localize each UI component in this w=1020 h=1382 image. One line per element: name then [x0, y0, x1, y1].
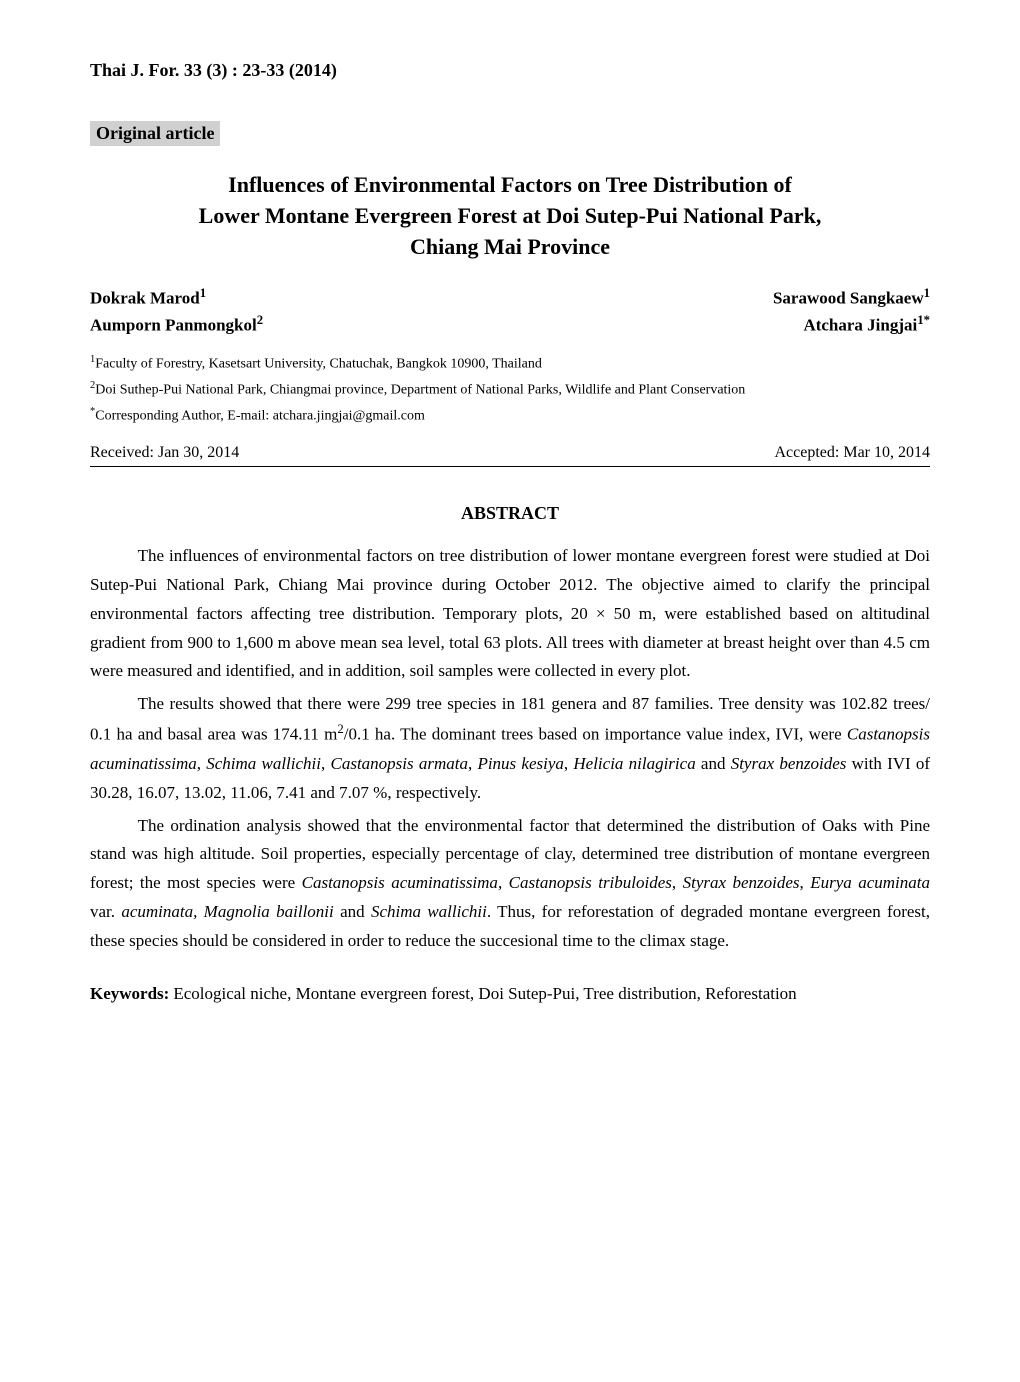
species-name: Castanopsis acuminatissima: [302, 873, 498, 892]
abstract-text: ,: [498, 873, 509, 892]
affil-text: Doi Suthep-Pui National Park, Chiangmai …: [95, 382, 745, 397]
author-name: Sarawood Sangkaew: [773, 289, 924, 308]
species-name: Castanopsis tribuloides: [509, 873, 672, 892]
species-name: Schima wallichii: [206, 754, 321, 773]
species-name: Pinus kesiya: [477, 754, 563, 773]
affiliation-2: 2Doi Suthep-Pui National Park, Chiangmai…: [90, 378, 930, 402]
affil-text: Faculty of Forestry, Kasetsart Universit…: [95, 356, 542, 371]
abstract-text: ,: [800, 873, 811, 892]
species-name: Castanopsis armata: [330, 754, 467, 773]
affiliation-1: 1Faculty of Forestry, Kasetsart Universi…: [90, 352, 930, 376]
abstract-para-3: The ordination analysis showed that the …: [90, 812, 930, 956]
author-right-2: Atchara Jingjai1*: [803, 313, 930, 336]
author-sup: 1: [200, 286, 206, 300]
abstract-para-2: The results showed that there were 299 t…: [90, 690, 930, 807]
author-sup: 1: [924, 286, 930, 300]
corr-text: Corresponding Author, E-mail: atchara.ji…: [95, 408, 425, 423]
author-name: Atchara Jingjai: [803, 316, 917, 335]
journal-citation: Thai J. For. 33 (3) : 23-33 (2014): [90, 60, 930, 81]
corresponding-author: *Corresponding Author, E-mail: atchara.j…: [90, 404, 930, 428]
keywords-text: Ecological niche, Montane evergreen fore…: [173, 980, 796, 1007]
species-name: acuminata, Magnolia baillonii: [121, 902, 333, 921]
abstract-text: var.: [90, 902, 121, 921]
author-sup: 2: [257, 313, 263, 327]
abstract-heading: ABSTRACT: [90, 503, 930, 524]
abstract-text: /0.1 ha. The dominant trees based on imp…: [344, 725, 847, 744]
title-line-3: Chiang Mai Province: [410, 234, 610, 259]
author-sup: 1*: [917, 313, 930, 327]
keywords-label: Keywords:: [90, 980, 169, 1007]
author-left-1: Dokrak Marod1: [90, 286, 206, 309]
species-name: Helicia nilagirica: [573, 754, 695, 773]
received-date: Received: Jan 30, 2014: [90, 444, 239, 462]
abstract-para-1: The influences of environmental factors …: [90, 542, 930, 686]
article-type-badge: Original article: [90, 121, 220, 146]
affiliations-block: 1Faculty of Forestry, Kasetsart Universi…: [90, 352, 930, 428]
title-line-2: Lower Montane Evergreen Forest at Doi Su…: [199, 203, 822, 228]
article-title: Influences of Environmental Factors on T…: [90, 170, 930, 262]
species-name: Eurya acuminata: [810, 873, 930, 892]
species-name: Schima wallichii: [371, 902, 487, 921]
author-left-2: Aumporn Panmongkol2: [90, 313, 263, 336]
abstract-text: ,: [564, 754, 573, 773]
abstract-text: and: [696, 754, 731, 773]
keywords-block: Keywords: Ecological niche, Montane ever…: [90, 980, 930, 1007]
abstract-text: ,: [672, 873, 683, 892]
author-right-1: Sarawood Sangkaew1: [773, 286, 930, 309]
abstract-text: and: [334, 902, 371, 921]
abstract-text: ,: [197, 754, 206, 773]
author-name: Dokrak Marod: [90, 289, 200, 308]
authors-row-1: Dokrak Marod1 Sarawood Sangkaew1: [90, 286, 930, 309]
abstract-body: The influences of environmental factors …: [90, 542, 930, 956]
title-line-1: Influences of Environmental Factors on T…: [228, 172, 792, 197]
authors-row-2: Aumporn Panmongkol2 Atchara Jingjai1*: [90, 313, 930, 336]
species-name: Styrax benzoides: [731, 754, 847, 773]
dates-row: Received: Jan 30, 2014 Accepted: Mar 10,…: [90, 444, 930, 467]
author-name: Aumporn Panmongkol: [90, 316, 257, 335]
species-name: Styrax benzoides: [683, 873, 800, 892]
accepted-date: Accepted: Mar 10, 2014: [774, 444, 930, 462]
